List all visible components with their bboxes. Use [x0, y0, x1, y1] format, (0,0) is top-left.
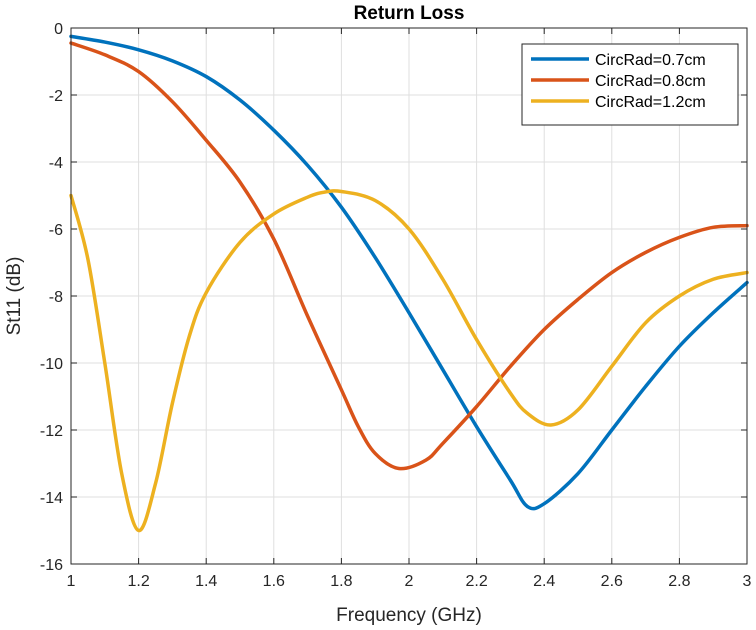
- x-tick-label: 1.2: [127, 573, 149, 590]
- legend: CircRad=0.7cm CircRad=0.8cm CircRad=1.2cm: [521, 43, 739, 126]
- legend-label-3: CircRad=1.2cm: [595, 94, 706, 111]
- x-tick-label: 1: [67, 573, 76, 590]
- legend-label-2: CircRad=0.8cm: [595, 73, 706, 90]
- y-axis-label: St11 (dB): [4, 257, 25, 336]
- x-tick-label: 1.6: [263, 573, 285, 590]
- y-tick-label: -12: [40, 423, 63, 440]
- y-tick-label: -8: [49, 289, 63, 306]
- x-tick-label: 1.8: [330, 573, 352, 590]
- x-tick-label: 1.4: [195, 573, 217, 590]
- y-tick-label: -16: [40, 557, 63, 574]
- series-lines: [69, 34, 749, 533]
- y-tick-label: -6: [49, 222, 63, 239]
- y-tick-label: -10: [40, 356, 63, 373]
- x-tick-label: 2: [405, 573, 414, 590]
- y-tick-label: -4: [49, 155, 63, 172]
- y-tick-label: 0: [54, 21, 63, 38]
- x-tick-label: 2.2: [465, 573, 487, 590]
- series-line-1: [69, 34, 749, 511]
- y-tick-label: -2: [49, 88, 63, 105]
- x-tick-label: 3: [743, 573, 752, 590]
- series-line-3: [69, 189, 749, 533]
- x-tick-label: 2.6: [601, 573, 623, 590]
- x-tick-label: 2.8: [668, 573, 690, 590]
- y-tick-label: -14: [40, 490, 63, 507]
- legend-label-1: CircRad=0.7cm: [595, 52, 706, 69]
- x-axis-label: Frequency (GHz): [336, 605, 482, 626]
- x-axis-ticks: 1 1.2 1.4 1.6 1.8 2 2.2 2.4 2.6 2.8 3: [67, 28, 752, 590]
- x-tick-label: 2.4: [533, 573, 555, 590]
- chart-title: Return Loss: [354, 3, 465, 24]
- series-line-2: [69, 41, 749, 471]
- y-axis-ticks: 0 -2 -4 -6 -8 -10 -12 -14 -16: [40, 21, 747, 574]
